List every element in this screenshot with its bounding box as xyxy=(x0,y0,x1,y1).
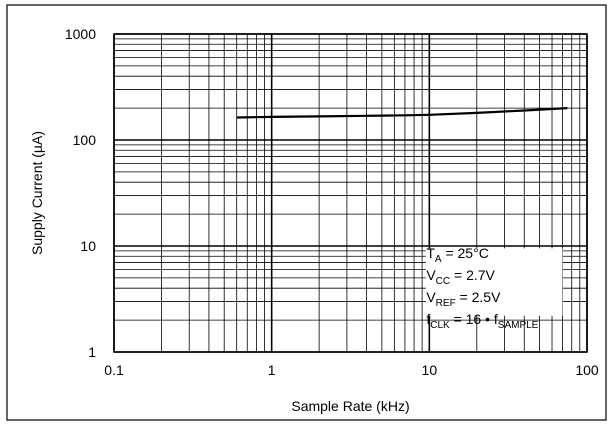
minor-grid xyxy=(114,34,587,352)
condition-line: fCLK = 16 • fSAMPLE xyxy=(426,311,538,331)
x-tick-label: 10 xyxy=(422,362,438,378)
y-tick-label: 1000 xyxy=(65,26,96,42)
condition-line: TA = 25°C xyxy=(426,245,488,265)
x-tick-label: 100 xyxy=(575,362,599,378)
condition-line: VCC = 2.7V xyxy=(426,267,495,287)
y-tick-labels: 1 10 100 1000 xyxy=(65,26,96,360)
x-tick-labels: 0.1 1 10 100 xyxy=(104,362,599,378)
y-tick-label: 10 xyxy=(80,238,96,254)
y-axis-label: Supply Current (µA) xyxy=(29,131,45,255)
y-tick-label: 100 xyxy=(73,132,97,148)
x-tick-label: 0.1 xyxy=(104,362,124,378)
plot-frame xyxy=(113,33,588,353)
outer-frame xyxy=(6,4,607,421)
y-tick-label: 1 xyxy=(88,344,96,360)
annotation-background xyxy=(425,248,563,316)
x-axis-label: Sample Rate (kHz) xyxy=(291,398,409,414)
x-tick-label: 1 xyxy=(268,362,276,378)
series-layer xyxy=(236,107,568,119)
supply-current-line xyxy=(236,107,568,119)
condition-line: VREF = 2.5V xyxy=(426,289,501,309)
